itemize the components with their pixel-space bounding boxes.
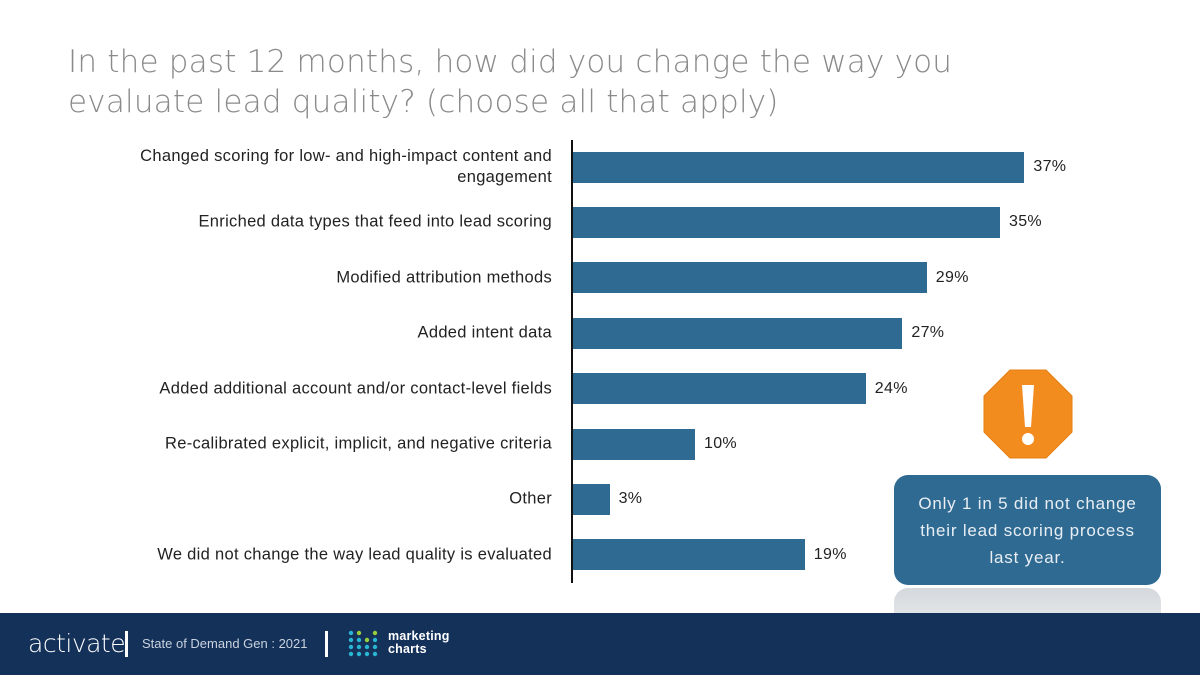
data-label: 19% <box>813 545 847 563</box>
category-label: Modified attribution methods <box>336 268 552 287</box>
data-label: 10% <box>704 435 737 452</box>
data-label: 3% <box>618 490 643 508</box>
data-label: 37% <box>1033 158 1067 175</box>
y-axis-line <box>571 140 573 583</box>
category-label: Enriched data types that feed into lead … <box>198 212 552 231</box>
bar <box>573 373 866 405</box>
bar <box>573 539 805 571</box>
category-label: Changed scoring for low- and high-impact… <box>140 147 552 186</box>
brand-logo: activate <box>28 629 126 658</box>
bar <box>573 151 1025 183</box>
category-label: We did not change the way lead quality i… <box>157 545 552 564</box>
bar-chart: Changed scoring for low- and high-impact… <box>140 140 1067 583</box>
bar <box>573 428 695 460</box>
marketing-charts-logo-icon <box>348 630 378 657</box>
data-label: 29% <box>935 268 969 286</box>
page-title: In the past 12 months, how did you chang… <box>68 44 953 120</box>
bar <box>573 262 927 294</box>
category-label: Added additional account and/or contact-… <box>159 379 552 398</box>
category-label: Added intent data <box>417 323 552 342</box>
footer-divider <box>125 631 128 657</box>
bar <box>573 483 610 515</box>
footer-divider <box>325 631 328 657</box>
data-label: 27% <box>911 324 945 342</box>
data-label: 35% <box>1009 213 1042 231</box>
report-name: State of Demand Gen : 2021 <box>142 636 308 651</box>
category-label: Other <box>509 489 552 508</box>
footer-bar: activate State of Demand Gen : 2021 mark… <box>0 613 1200 675</box>
bar <box>573 317 903 349</box>
bar <box>573 206 1000 238</box>
partner-logo-text: marketing charts <box>388 629 450 656</box>
exclamation-octagon-icon <box>983 369 1073 459</box>
category-label: Re-calibrated explicit, implicit, and ne… <box>165 434 552 453</box>
callout-box: Only 1 in 5 did not change their lead sc… <box>894 475 1161 585</box>
data-label: 24% <box>874 379 908 397</box>
